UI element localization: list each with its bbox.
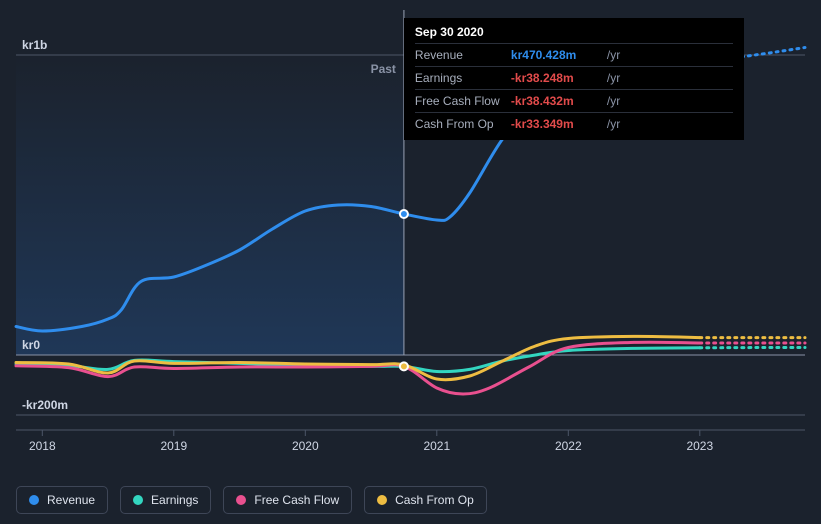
legend-swatch [236, 495, 246, 505]
x-axis-label: 2021 [423, 439, 450, 453]
x-axis-label: 2019 [160, 439, 187, 453]
legend-swatch [377, 495, 387, 505]
hover-marker-inner [401, 211, 407, 217]
legend-swatch [29, 495, 39, 505]
legend-item-cfo[interactable]: Cash From Op [364, 486, 487, 514]
past-label: Past [371, 62, 396, 76]
x-axis-label: 2022 [555, 439, 582, 453]
y-axis-label: -kr200m [22, 398, 68, 412]
hover-marker-lower-inner [401, 363, 407, 369]
legend-label: Earnings [151, 493, 198, 507]
legend-item-fcf[interactable]: Free Cash Flow [223, 486, 352, 514]
legend-label: Revenue [47, 493, 95, 507]
plot-area[interactable]: kr1b kr0 -kr200m Past Analysts Forecasts 2018… [16, 10, 805, 460]
x-axis-label: 2018 [29, 439, 56, 453]
x-axis-label: 2023 [686, 439, 713, 453]
y-axis-label: kr0 [22, 338, 40, 352]
forecast-label: Analysts Forecasts [412, 62, 522, 76]
legend-swatch [133, 495, 143, 505]
x-axis-label: 2020 [292, 439, 319, 453]
legend-item-revenue[interactable]: Revenue [16, 486, 108, 514]
legend-label: Cash From Op [395, 493, 474, 507]
legend-item-earnings[interactable]: Earnings [120, 486, 211, 514]
financials-chart: kr1b kr0 -kr200m Past Analysts Forecasts 2018… [16, 10, 805, 514]
legend: Revenue Earnings Free Cash Flow Cash From O… [16, 472, 805, 514]
y-axis-label: kr1b [22, 38, 47, 52]
chart-svg: kr1b kr0 -kr200m Past Analysts Forecasts 2018… [16, 10, 805, 460]
legend-label: Free Cash Flow [254, 493, 339, 507]
